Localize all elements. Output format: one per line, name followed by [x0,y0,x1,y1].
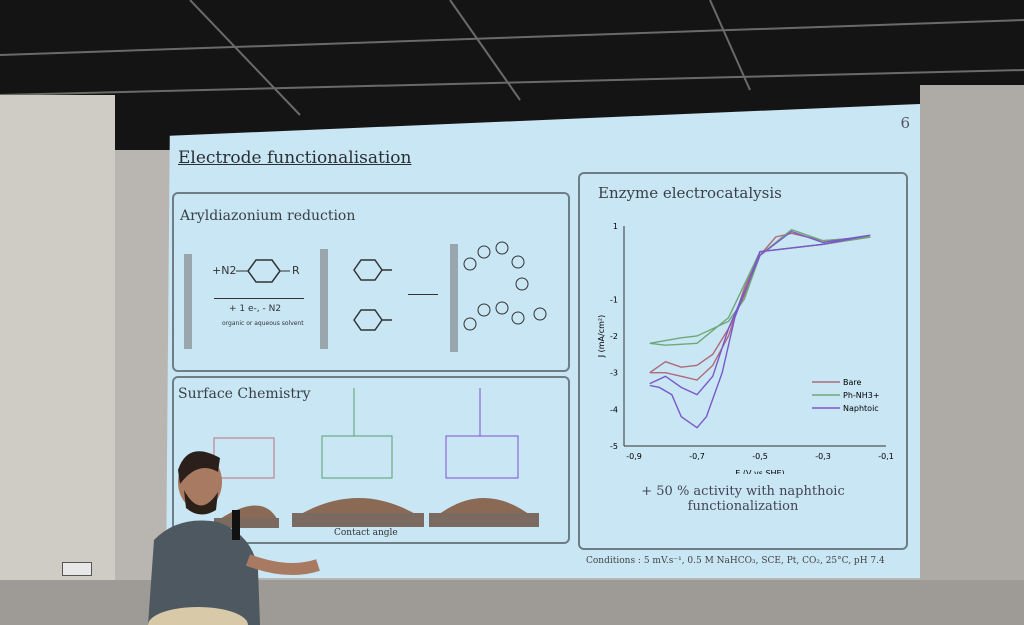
wall [920,85,1024,625]
x-tick-label: -0,5 [752,452,768,461]
electrode-icon [184,254,192,349]
electrode-icon [450,244,458,352]
aryl-heading: Aryldiazonium reduction [180,208,356,224]
x-tick-label: -0,7 [689,452,705,461]
reactant-label: +N2 [212,264,237,277]
benzene-ring-icon [236,259,290,283]
enzyme-note: + 50 % activity with naphthoic [641,484,845,499]
series-line-naphtoic [649,230,871,429]
x-axis-label: E (V vs SHE) [735,469,784,474]
projected-slide: 6 Electrode functionalisation Aryldiazon… [166,104,920,578]
microphone [232,510,240,540]
slide-number: 6 [900,114,910,132]
enzyme-panel: Enzyme electrocatalysis 1 -1 -2 -3 -4 -5 -0,9 -… [578,172,908,550]
aryl-radical-icon [353,259,392,331]
legend-label: Ph-NH3+ [843,391,880,400]
y-tick-label: 1 [613,222,618,231]
grafted-polymer-icon [463,241,547,331]
presenter [148,451,320,625]
wall [0,95,115,625]
reaction-arrow [408,294,438,295]
electrode-icon [320,249,328,349]
substituent-label: R [292,264,300,277]
y-axis-label: J (mA/cm²) [597,315,606,359]
y-tick-label: -5 [610,442,618,451]
contact-angle-caption: Contact angle [334,528,398,538]
reaction-arrow [214,298,304,299]
legend-label: Naphtoic [843,404,879,413]
aryl-panel: Aryldiazonium reduction +N2 R + 1 e-, - … [172,192,570,372]
surface-heading: Surface Chemistry [178,386,311,402]
series-line-ph-nh3- [649,228,871,346]
y-tick-label: -2 [610,332,618,341]
enzyme-heading: Enzyme electrocatalysis [598,184,782,202]
cv-chart: 1 -1 -2 -3 -4 -5 -0,9 -0,7 -0,5 -0,3 -0,1 E (V vs S… [597,222,894,474]
y-tick-label: -3 [610,369,618,378]
y-tick-label: -4 [610,405,618,414]
conditions-label: + 1 e-, - N2 [229,304,282,314]
surface-panel: Surface Chemistry Contact angle [172,376,570,544]
x-tick-label: -0,1 [878,452,894,461]
surface-illustration [213,388,539,528]
conditions-footer: Conditions : 5 mV.s⁻¹, 0.5 M NaHCO₃, SCE… [586,556,885,566]
y-tick-label: -1 [610,295,618,304]
enzyme-note: functionalization [687,499,799,514]
wall-sign [62,562,92,576]
x-tick-label: -0,3 [815,452,831,461]
solvent-label: organic or aqueous solvent [222,320,304,327]
x-tick-label: -0,9 [626,452,642,461]
slide-title: Electrode functionalisation [178,148,412,168]
legend-label: Bare [843,378,862,387]
